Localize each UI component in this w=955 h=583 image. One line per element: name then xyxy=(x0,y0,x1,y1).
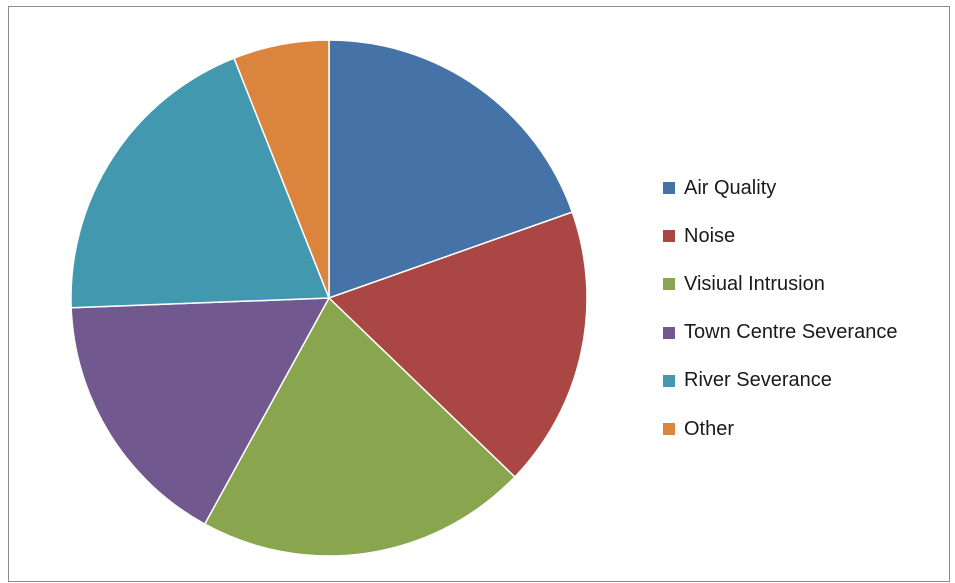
legend-label-visiual-intrusion: Visiual Intrusion xyxy=(684,272,825,295)
legend-item-visiual-intrusion: Visiual Intrusion xyxy=(663,260,897,308)
pie-slice-visiual-intrusion xyxy=(203,296,516,557)
legend-item-river-severance: River Severance xyxy=(663,357,897,405)
legend-item-air-quality: Air Quality xyxy=(663,164,897,212)
legend-label-river-severance: River Severance xyxy=(684,369,832,392)
legend-item-noise: Noise xyxy=(663,212,897,260)
legend-swatch-noise xyxy=(663,230,675,243)
legend-label-town-centre-severance: Town Centre Severance xyxy=(684,321,898,344)
legend-swatch-river-severance xyxy=(663,374,675,387)
legend-swatch-air-quality xyxy=(663,182,675,195)
pie-slices xyxy=(70,39,588,557)
legend-item-other: Other xyxy=(663,405,897,453)
chart-legend: Air Quality Noise Visiual Intrusion Town… xyxy=(663,164,897,453)
legend-swatch-town-centre-severance xyxy=(663,326,675,339)
pie-slice-river-severance xyxy=(70,57,331,309)
legend-swatch-other xyxy=(663,423,675,436)
legend-label-air-quality: Air Quality xyxy=(684,176,777,199)
pie-slice-other xyxy=(233,39,330,299)
pie-slice-noise xyxy=(327,211,588,479)
legend-swatch-visiual-intrusion xyxy=(663,278,675,291)
pie-slice-town-centre-severance xyxy=(70,297,331,526)
legend-item-town-centre-severance: Town Centre Severance xyxy=(663,309,897,357)
legend-label-other: Other xyxy=(684,417,735,440)
legend-label-noise: Noise xyxy=(684,224,736,247)
